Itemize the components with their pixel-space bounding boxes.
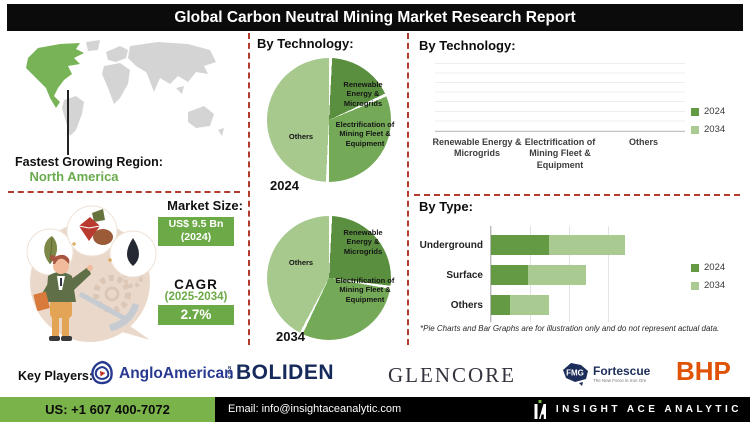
tech-legend: 2024 2034 [691,106,725,142]
anglo-american-icon [91,360,113,385]
pie-2024-label-renewable: Renewable Energy & Microgrids [343,80,383,108]
pie-2024-label-others: Others [288,132,314,141]
type-cat-underground: Underground [419,240,483,251]
fastest-region-value: North America [29,169,119,184]
type-row-underground [491,235,647,255]
divider-horizontal-right [414,194,740,196]
legend-2024-label: 2024 [704,106,726,117]
footer-email: Email: info@insightaceanalytic.com [228,403,402,415]
disclaimer-note: *Pie Charts and Bar Graphs are for illus… [420,324,720,333]
glencore-logo: GLENCORE [388,363,516,387]
pie-2034-label-others: Others [288,258,314,267]
market-size-year: (2024) [180,231,212,243]
type-others-2034 [509,295,549,315]
bhp-logo: BHP [676,356,731,386]
type-row-others [491,295,647,315]
insight-ace-logo-icon [534,400,546,419]
type-legend-2024-label: 2024 [704,262,726,273]
page-title: Global Carbon Neutral Mining Market Rese… [174,9,576,26]
world-map [26,40,224,136]
divider-vertical-right [407,33,409,345]
type-cat-others: Others [450,300,483,311]
key-players-label: Key Players: [18,369,94,383]
north-america-shape [26,43,84,108]
footer-brand: INSIGHT ACE ANALYTIC [534,397,742,422]
underground-2024 [491,235,549,255]
fortescue-tagline: The New Force in Iron Ore [593,378,647,383]
pie-chart-2024: Others Renewable Energy & Microgrids Ele… [267,58,407,182]
market-size-heading: Market Size: [167,198,243,213]
map-pointer-line [67,90,69,155]
boliden-logo: BOLIDEN [236,361,334,384]
pie-2034-label-renewable: Renewable Energy & Microgrids [343,228,383,256]
footer-bar: US: +1 607 400-7072 Email: info@insighta… [0,397,750,422]
insight-ace-brand-text: INSIGHT ACE ANALYTIC [555,404,742,415]
type-bar-heading: By Type: [419,199,473,214]
pie-2024-label-electrification: Electrification of Mining Fleet & Equipm… [335,120,395,148]
cagr-period: (2025-2034) [164,291,228,303]
tech-cat-renewable: Renewable Energy & Microgrids [432,137,522,159]
footer-phone: US: +1 607 400-7072 [0,397,215,422]
title-bar: Global Carbon Neutral Mining Market Rese… [7,4,743,31]
pie-2034-caption: 2034 [276,329,305,344]
fortescue-logo: Fortescue [593,364,651,378]
tech-bar-plot [435,63,685,132]
miner-person [33,242,112,341]
fortescue-map-icon: FMG [563,363,588,386]
fastest-region-label: Fastest Growing Region: [15,155,163,169]
pie-2024 [267,58,391,182]
market-size-badge: US$ 9.5 Bn (2024) [158,217,234,246]
pie-chart-2034: Others Renewable Energy & Microgrids Ele… [267,216,407,340]
pie-2024-caption: 2024 [270,178,299,193]
tech-cat-others: Others [628,137,658,147]
type-legend: 2024 2034 [691,262,725,298]
market-size-value: US$ 9.5 Bn [168,218,224,230]
underground-2034 [548,235,626,255]
svg-text:FMG: FMG [566,369,584,378]
divider-vertical-left [248,33,250,345]
legend-2034-label: 2034 [704,124,726,135]
type-bar-plot [490,226,647,322]
tech-cat-electrification: Electrification of Mining Fleet & Equipm… [524,137,596,170]
cagr-badge: 2.7% [158,305,234,325]
pie-2034 [267,216,391,340]
anglo-american-logo: AngloAmerican [119,365,234,382]
type-legend-2024-swatch [691,263,699,272]
type-others-2024 [491,295,510,315]
legend-2024-swatch [691,107,699,116]
type-cat-surface: Surface [446,270,483,281]
pie-section-heading: By Technology: [257,36,354,51]
type-legend-2034-swatch [691,281,699,290]
surface-2034 [528,265,587,285]
legend-2034-swatch [691,125,699,134]
cagr-label: CAGR [174,277,218,292]
type-row-surface [491,265,647,285]
type-legend-2034-label: 2034 [704,280,726,291]
tech-bar-heading: By Technology: [419,38,516,53]
divider-horizontal-left [8,191,240,193]
mining-illustration [26,205,157,342]
pie-2034-label-electrification: Electrification of Mining Fleet & Equipm… [335,276,395,304]
surface-2024 [491,265,529,285]
